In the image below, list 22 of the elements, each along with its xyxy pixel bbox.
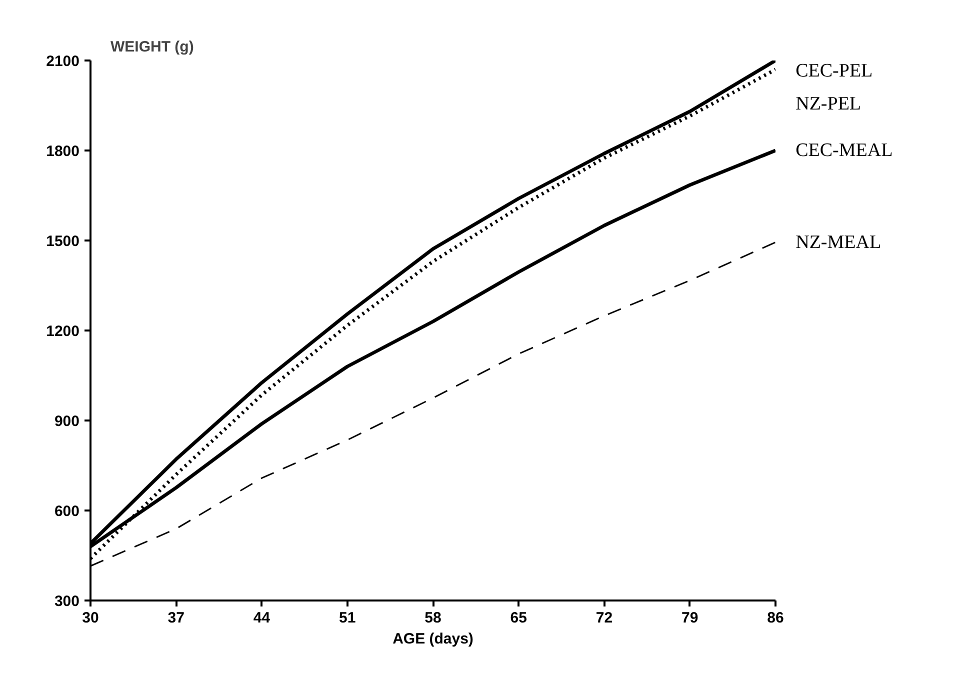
y-tick-label: 600 (54, 503, 80, 520)
y-tick-label: 1800 (46, 143, 80, 160)
x-tick-label: 58 (424, 610, 442, 626)
y-axis-title: WEIGHT (g) (110, 38, 194, 56)
series-label: CEC-PEL (796, 60, 873, 82)
x-tick-label: 44 (253, 610, 271, 626)
x-tick-label: 65 (510, 610, 527, 626)
y-tick-label: 1500 (46, 233, 80, 250)
y-tick-label: 300 (54, 593, 80, 610)
x-tick-label: 37 (168, 610, 184, 626)
x-tick-label: 79 (682, 610, 698, 626)
y-tick-label: 2100 (46, 53, 80, 70)
x-tick-label: 51 (339, 610, 356, 626)
series-label: NZ-MEAL (796, 232, 882, 253)
x-tick-label: 72 (596, 610, 613, 626)
series-label: NZ-PEL (796, 94, 862, 114)
x-tick-label: 30 (82, 610, 99, 626)
y-tick-label: 900 (54, 413, 80, 430)
x-axis-title: AGE (days) (392, 630, 474, 648)
x-tick-label: 86 (767, 610, 784, 626)
series-label: CEC-MEAL (796, 140, 893, 161)
y-tick-label: 1200 (46, 323, 80, 340)
